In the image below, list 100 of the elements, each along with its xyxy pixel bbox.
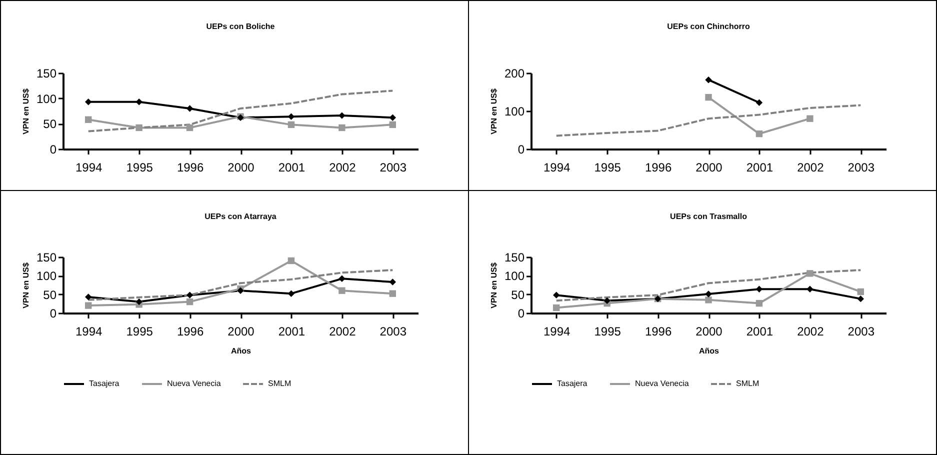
y-tick-label: 150 <box>36 250 57 264</box>
x-tick-label: 2002 <box>329 160 356 174</box>
y-tick-label: 0 <box>518 306 525 320</box>
legend-label: SMLM <box>268 379 292 388</box>
point <box>85 302 92 309</box>
chart-title: UEPs con Trasmallo <box>670 212 748 221</box>
y-tick-label: 0 <box>50 142 57 156</box>
x-tick-label: 1994 <box>76 160 103 174</box>
point <box>806 115 814 122</box>
x-tick-label: 1995 <box>594 324 622 338</box>
legend-label: Nueva Venecia <box>635 379 690 388</box>
legend-label: SMLM <box>736 379 760 388</box>
point <box>85 98 92 106</box>
y-tick-label: 150 <box>504 250 525 264</box>
chart-title: UEPs con Boliche <box>206 22 276 31</box>
point <box>136 98 142 106</box>
point <box>288 121 295 128</box>
y-tick-label: 50 <box>43 117 57 132</box>
chart-title: UEPs con Chinchorro <box>667 22 750 31</box>
point <box>806 270 814 277</box>
x-tick-label: 1995 <box>126 160 154 174</box>
y-tick-label: 150 <box>36 66 57 80</box>
point <box>756 286 763 292</box>
line-series <box>555 104 862 137</box>
point <box>756 130 763 138</box>
y-tick-label: 100 <box>36 92 57 106</box>
y-axis-title: VPN en US$ <box>21 88 30 134</box>
y-tick-label: 100 <box>36 269 57 284</box>
point <box>705 290 712 298</box>
x-tick-label: 2002 <box>797 160 824 174</box>
x-tick-label: 2003 <box>848 324 875 338</box>
x-tick-label: 2002 <box>329 324 356 338</box>
x-tick-label: 1996 <box>644 160 672 174</box>
point <box>338 287 346 294</box>
point <box>806 286 814 292</box>
point <box>857 288 864 296</box>
point <box>288 257 295 264</box>
point <box>553 292 560 298</box>
y-axis-title: VPN en US$ <box>489 88 498 134</box>
x-tick-label: 2002 <box>797 324 824 338</box>
x-tick-label: 1995 <box>594 160 622 174</box>
x-tick-label: 2001 <box>278 160 306 174</box>
point <box>756 300 763 307</box>
point <box>338 124 346 132</box>
point <box>604 297 610 304</box>
y-tick-label: 100 <box>504 104 525 118</box>
point <box>705 94 712 101</box>
point <box>186 124 194 132</box>
legend-label: Tasajera <box>89 379 120 388</box>
y-tick-label: 50 <box>511 288 525 302</box>
x-tick-label: 2001 <box>278 324 306 338</box>
x-tick-label: 2000 <box>228 160 255 174</box>
point <box>186 105 194 112</box>
x-tick-label: 2001 <box>746 324 774 338</box>
x-tick-label: 1995 <box>126 324 154 338</box>
x-tick-label: 1994 <box>76 324 103 338</box>
chart-title: UEPs con Atarraya <box>204 212 277 221</box>
y-tick-label: 200 <box>504 66 525 80</box>
x-tick-label: 2000 <box>228 324 255 338</box>
y-axis-title: VPN en US$ <box>489 262 498 308</box>
y-tick-label: 0 <box>518 142 525 156</box>
point <box>389 278 396 286</box>
point <box>389 121 396 128</box>
point <box>288 113 295 120</box>
x-tick-label: 2000 <box>696 324 723 338</box>
point <box>553 304 560 312</box>
x-tick-label: 1996 <box>644 324 672 338</box>
point <box>136 298 142 306</box>
y-tick-label: 100 <box>504 269 525 284</box>
point <box>338 112 346 119</box>
x-tick-label: 1994 <box>544 324 571 338</box>
point <box>85 116 92 123</box>
point <box>705 76 712 84</box>
x-tick-label: 1996 <box>176 160 204 174</box>
line-series <box>87 90 394 132</box>
x-tick-label: 2003 <box>380 324 407 338</box>
point <box>857 295 864 302</box>
y-tick-label: 50 <box>43 288 57 302</box>
point <box>705 296 712 304</box>
x-tick-label: 1994 <box>544 160 571 174</box>
point <box>389 114 396 121</box>
point <box>186 298 194 306</box>
legend-label: Nueva Venecia <box>167 379 222 388</box>
legend-label: Tasajera <box>557 379 588 388</box>
x-axis-title: Años <box>699 346 720 356</box>
y-tick-label: 0 <box>50 306 57 320</box>
point <box>338 275 346 282</box>
x-tick-label: 2000 <box>696 160 723 174</box>
y-axis-title: VPN en US$ <box>21 262 30 308</box>
point <box>186 292 194 298</box>
point <box>756 99 763 106</box>
x-tick-label: 2003 <box>380 160 407 174</box>
point <box>389 290 396 297</box>
x-tick-label: 2003 <box>848 160 875 174</box>
point <box>288 290 295 297</box>
x-axis-title: Años <box>231 346 252 356</box>
x-tick-label: 2001 <box>746 160 774 174</box>
point <box>136 124 142 132</box>
point <box>85 294 92 300</box>
x-tick-label: 1996 <box>176 324 204 338</box>
